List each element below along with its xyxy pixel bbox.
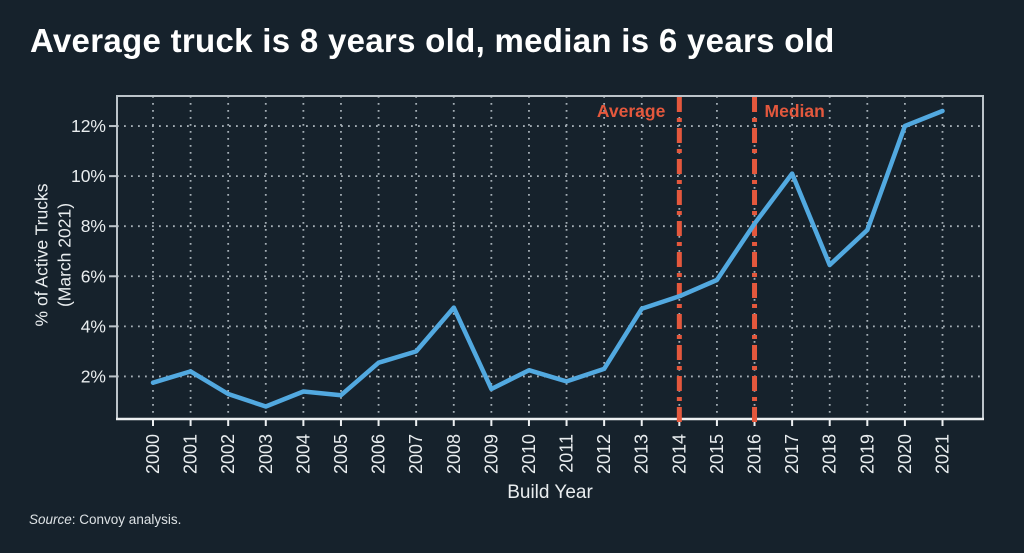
- x-tick-label: 2004: [293, 434, 313, 474]
- source-note: Source: Convoy analysis.: [29, 512, 181, 527]
- y-axis-title-line1: % of Active Trucks: [31, 183, 52, 327]
- x-tick-label: 2017: [782, 434, 802, 474]
- x-tick-label: 2019: [857, 434, 877, 474]
- x-tick-label: 2002: [218, 434, 238, 474]
- y-tick-label: 8%: [81, 216, 106, 236]
- source-label: Source: [29, 512, 72, 527]
- annotation-label-average: Average: [597, 101, 666, 121]
- chart-title: Average truck is 8 years old, median is …: [30, 22, 835, 59]
- horizontal-gridlines: [117, 125, 983, 378]
- y-axis-title-line2: (March 2021): [54, 202, 74, 308]
- x-tick-label: 2011: [557, 434, 577, 473]
- x-tick-label: 2015: [707, 434, 727, 474]
- x-tick-label: 2016: [745, 434, 765, 474]
- y-tick-label: 12%: [71, 116, 106, 136]
- y-tick-label: 2%: [81, 366, 106, 386]
- y-tick-label: 4%: [81, 316, 106, 336]
- y-tick-label: 10%: [71, 166, 106, 186]
- x-tick-label: 2003: [256, 434, 276, 474]
- annotation-label-median: Median: [765, 101, 825, 121]
- x-tick-label: 2014: [669, 434, 689, 474]
- source-text: : Convoy analysis.: [71, 512, 182, 527]
- x-tick-label: 2010: [519, 434, 539, 474]
- x-tick-label: 2006: [369, 434, 389, 474]
- x-tick-label: 2007: [406, 434, 426, 474]
- x-tick-label: 2013: [632, 434, 652, 474]
- x-tick-label: 2000: [143, 434, 163, 474]
- x-axis-ticks: 2000 2001 2002 2003 2004 2005 2006 2007 2008 2009…: [143, 419, 953, 474]
- x-tick-label: 2021: [933, 434, 953, 474]
- data-line: [150, 108, 945, 409]
- x-tick-label: 2001: [181, 434, 201, 474]
- x-tick-label: 2018: [820, 434, 840, 474]
- x-tick-label: 2005: [331, 434, 351, 474]
- x-tick-label: 2012: [594, 434, 614, 474]
- vertical-gridlines: [152, 96, 944, 419]
- y-tick-label: 6%: [81, 266, 106, 286]
- y-axis-ticks: 2% 4% 6% 8% 10% 12%: [71, 116, 117, 386]
- x-tick-label: 2008: [444, 434, 464, 474]
- y-axis-title: % of Active Trucks (March 2021): [30, 184, 76, 327]
- x-tick-label: 2009: [481, 434, 501, 474]
- x-tick-label: 2020: [895, 434, 915, 474]
- x-axis-title: Build Year: [507, 482, 593, 503]
- plot-frame: [116, 95, 984, 420]
